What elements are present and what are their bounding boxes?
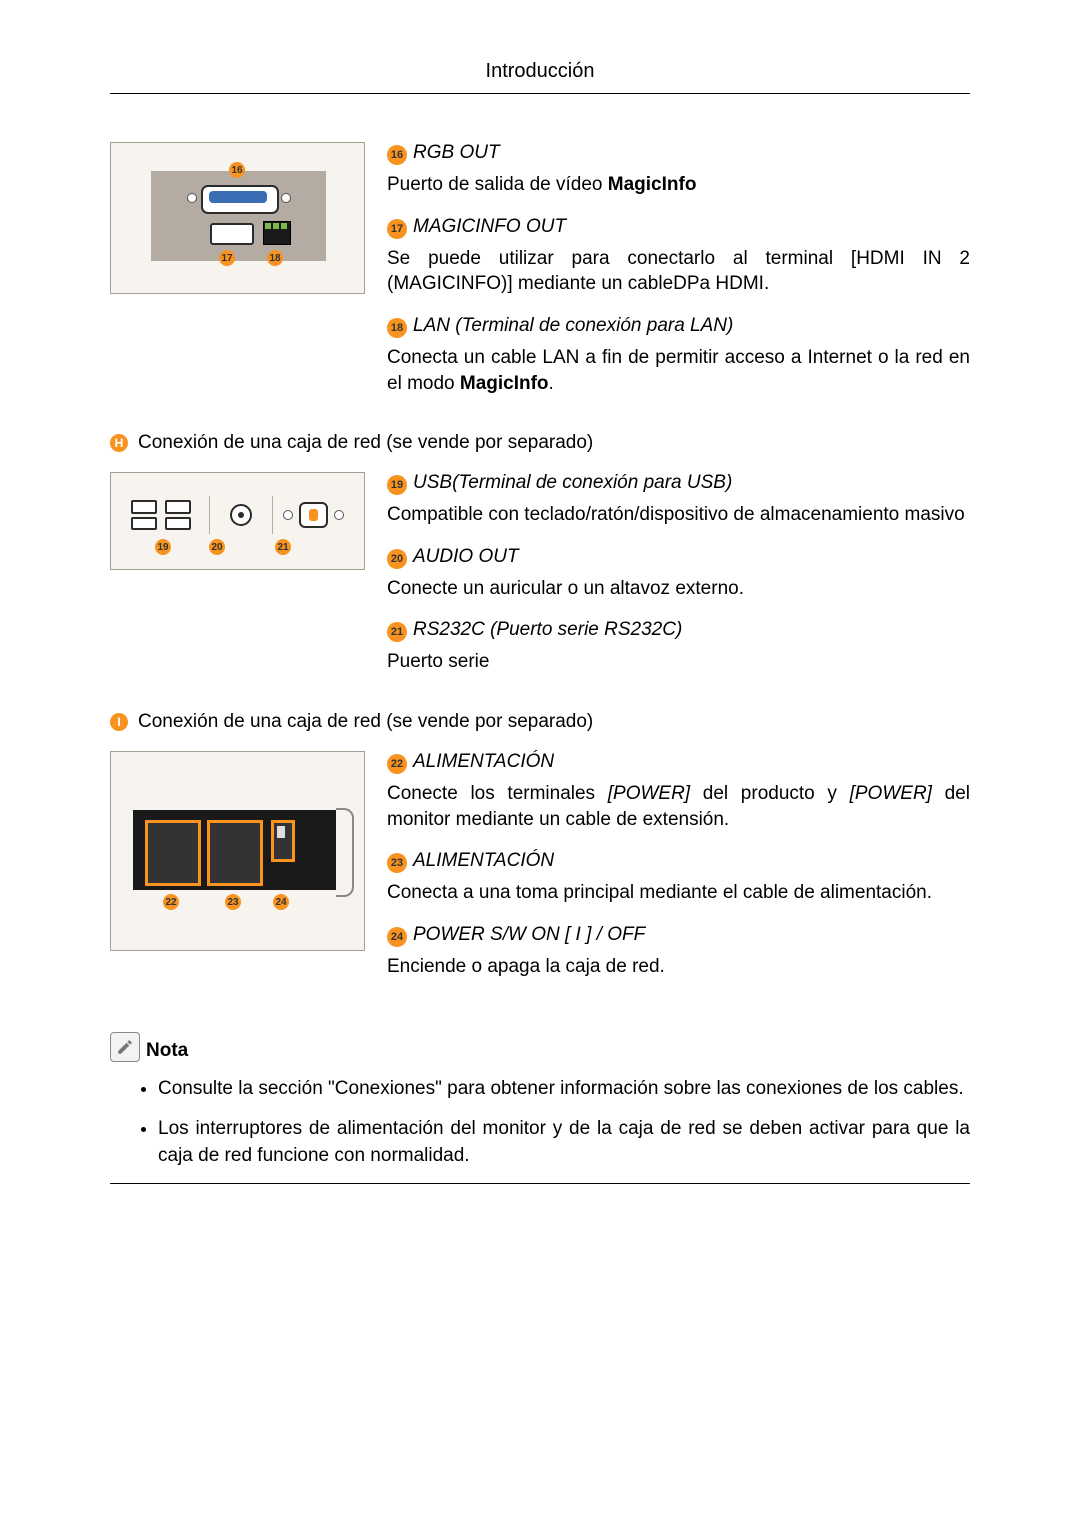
description-column: 19 USB(Terminal de conexión para USB) Comp… — [387, 472, 970, 693]
port-item: 21 RS232C (Puerto serie RS232C) Puerto ser… — [387, 619, 970, 675]
number-badge: 22 — [387, 754, 407, 774]
section-title: Conexión de una caja de red (se vende po… — [138, 711, 593, 733]
section-row: 19 20 21 19 USB(Terminal de conexión para US… — [110, 472, 970, 693]
port-description: Conecte los terminales [POWER] del produ… — [387, 781, 970, 832]
section-title: Conexión de una caja de red (se vende po… — [138, 432, 593, 454]
number-badge: 20 — [387, 549, 407, 569]
footer-rule — [110, 1183, 970, 1184]
number-badge: 21 — [275, 539, 291, 555]
header-rule — [110, 93, 970, 94]
port-item: 22 ALIMENTACIÓN Conecte los terminales [PO… — [387, 751, 970, 832]
port-label-row: 22 ALIMENTACIÓN — [387, 751, 970, 773]
port-description: Enciende o apaga la caja de red. — [387, 954, 970, 980]
note-item: Los interruptores de alimentación del mo… — [158, 1116, 970, 1169]
connector-diagram: 19 20 21 — [110, 472, 365, 570]
port-item: 23 ALIMENTACIÓN Conecta a una toma princip… — [387, 850, 970, 906]
description-column: 16 RGB OUT Puerto de salida de vídeo Magic… — [387, 142, 970, 414]
section-letter: I — [110, 713, 128, 731]
port-term: ALIMENTACIÓN — [413, 850, 554, 872]
port-label-row: 21 RS232C (Puerto serie RS232C) — [387, 619, 970, 641]
note-icon — [110, 1032, 140, 1062]
number-badge: 24 — [273, 894, 289, 910]
port-term: ALIMENTACIÓN — [413, 751, 554, 773]
number-badge: 23 — [225, 894, 241, 910]
sections-container: 16 17 18 16 RGB OUT Puerto de salida de vídeo… — [110, 142, 970, 998]
note-label: Nota — [146, 1040, 188, 1062]
port-term: RGB OUT — [413, 142, 500, 164]
number-badge: 19 — [155, 539, 171, 555]
port-term: POWER S/W ON [ I ] / OFF — [413, 924, 645, 946]
port-item: 19 USB(Terminal de conexión para USB) Comp… — [387, 472, 970, 528]
port-item: 20 AUDIO OUT Conecte un auricular o un alt… — [387, 546, 970, 602]
port-item: 16 RGB OUT Puerto de salida de vídeo Magic… — [387, 142, 970, 198]
number-badge: 17 — [219, 250, 235, 266]
port-label-row: 20 AUDIO OUT — [387, 546, 970, 568]
connector-diagram: 16 17 18 — [110, 142, 365, 294]
section-heading: I Conexión de una caja de red (se vende p… — [110, 711, 970, 733]
port-description: Conecte un auricular o un altavoz extern… — [387, 576, 970, 602]
port-term: RS232C (Puerto serie RS232C) — [413, 619, 682, 641]
number-badge: 22 — [163, 894, 179, 910]
port-description: Compatible con teclado/ratón/dispositivo… — [387, 502, 970, 528]
page-title: Introducción — [110, 60, 970, 83]
section-row: 16 17 18 16 RGB OUT Puerto de salida de vídeo… — [110, 142, 970, 414]
connector-diagram: 22 23 24 — [110, 751, 365, 951]
port-label-row: 24 POWER S/W ON [ I ] / OFF — [387, 924, 970, 946]
port-term: MAGICINFO OUT — [413, 216, 566, 238]
number-badge: 20 — [209, 539, 225, 555]
port-label-row: 19 USB(Terminal de conexión para USB) — [387, 472, 970, 494]
number-badge: 16 — [229, 162, 245, 178]
note-header: Nota — [110, 1032, 970, 1062]
port-label-row: 23 ALIMENTACIÓN — [387, 850, 970, 872]
port-item: 17 MAGICINFO OUT Se puede utilizar para co… — [387, 216, 970, 297]
port-description: Se puede utilizar para conectarlo al ter… — [387, 246, 970, 297]
port-term: AUDIO OUT — [413, 546, 519, 568]
port-item: 18 LAN (Terminal de conexión para LAN) Con… — [387, 315, 970, 396]
number-badge: 19 — [387, 475, 407, 495]
number-badge: 24 — [387, 927, 407, 947]
port-description: Puerto de salida de vídeo MagicInfo — [387, 172, 970, 198]
port-description: Conecta un cable LAN a fin de permitir a… — [387, 345, 970, 396]
note-item: Consulte la sección "Conexiones" para ob… — [158, 1076, 970, 1103]
section-heading: H Conexión de una caja de red (se vende p… — [110, 432, 970, 454]
number-badge: 16 — [387, 145, 407, 165]
port-label-row: 16 RGB OUT — [387, 142, 970, 164]
number-badge: 17 — [387, 219, 407, 239]
page: Introducción 16 17 18 16 RGB OUT Puerto de sa… — [0, 0, 1080, 1264]
diagram-column: 16 17 18 — [110, 142, 365, 414]
port-label-row: 18 LAN (Terminal de conexión para LAN) — [387, 315, 970, 337]
diagram-column: 22 23 24 — [110, 751, 365, 998]
section-row: 22 23 24 22 ALIMENTACIÓN Conecte los terminal… — [110, 751, 970, 998]
note-list: Consulte la sección "Conexiones" para ob… — [110, 1076, 970, 1170]
description-column: 22 ALIMENTACIÓN Conecte los terminales [PO… — [387, 751, 970, 998]
number-badge: 18 — [387, 318, 407, 338]
port-item: 24 POWER S/W ON [ I ] / OFF Enciende o apa… — [387, 924, 970, 980]
number-badge: 23 — [387, 853, 407, 873]
port-description: Puerto serie — [387, 649, 970, 675]
section-letter: H — [110, 434, 128, 452]
number-badge: 21 — [387, 622, 407, 642]
port-label-row: 17 MAGICINFO OUT — [387, 216, 970, 238]
port-term: LAN (Terminal de conexión para LAN) — [413, 315, 733, 337]
number-badge: 18 — [267, 250, 283, 266]
port-term: USB(Terminal de conexión para USB) — [413, 472, 732, 494]
port-description: Conecta a una toma principal mediante el… — [387, 880, 970, 906]
diagram-column: 19 20 21 — [110, 472, 365, 693]
